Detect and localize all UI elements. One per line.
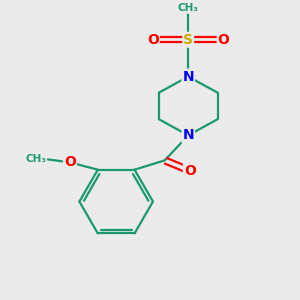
Text: O: O bbox=[147, 33, 159, 47]
Text: O: O bbox=[218, 33, 230, 47]
Text: S: S bbox=[183, 33, 193, 47]
Text: CH₃: CH₃ bbox=[25, 154, 46, 164]
Text: O: O bbox=[184, 164, 196, 178]
Text: N: N bbox=[182, 128, 194, 142]
Text: CH₃: CH₃ bbox=[178, 3, 199, 13]
Text: N: N bbox=[182, 70, 194, 83]
Text: O: O bbox=[64, 155, 76, 169]
